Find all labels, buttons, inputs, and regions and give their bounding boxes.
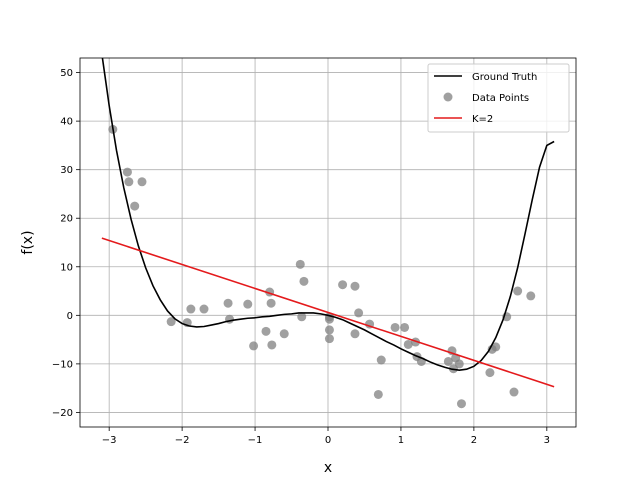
data-point	[186, 304, 196, 314]
data-point	[295, 259, 305, 269]
data-point	[350, 281, 360, 291]
data-point	[513, 286, 523, 296]
legend-swatch-data-points	[443, 92, 453, 102]
y-tick-label: −20	[52, 408, 73, 419]
legend: Ground Truth Data Points K=2	[427, 63, 570, 133]
data-point	[443, 356, 453, 366]
data-point	[243, 299, 253, 309]
data-point	[137, 177, 147, 187]
data-point	[299, 276, 309, 286]
y-tick-label: 10	[60, 262, 73, 273]
data-point	[266, 298, 276, 308]
k2-fit-line	[101, 237, 555, 388]
data-point	[297, 312, 307, 322]
y-tick-label: 40	[60, 117, 73, 128]
x-tick-label: 1	[398, 435, 404, 446]
legend-label-k2: K=2	[472, 114, 493, 125]
x-tick-label: −2	[175, 435, 190, 446]
y-tick-label: 20	[60, 214, 73, 225]
data-point	[509, 387, 519, 397]
y-tick-label: 50	[60, 68, 73, 79]
data-point	[223, 298, 233, 308]
data-point	[130, 201, 140, 211]
data-point	[491, 342, 501, 352]
data-point	[376, 355, 386, 365]
data-point	[124, 177, 134, 187]
data-point	[350, 329, 360, 339]
y-tick-label: 0	[67, 311, 73, 322]
legend-label-data-points: Data Points	[472, 93, 529, 104]
data-point	[403, 339, 413, 349]
data-point	[249, 341, 259, 351]
x-tick-label: 0	[325, 435, 331, 446]
x-tick-label: −1	[248, 435, 263, 446]
y-tick-label: 30	[60, 165, 73, 176]
data-point	[199, 304, 209, 314]
data-point	[122, 167, 132, 177]
x-axis-label: x	[324, 460, 332, 476]
data-point	[454, 359, 464, 369]
legend-label-ground-truth: Ground Truth	[472, 72, 537, 83]
data-point	[324, 334, 334, 344]
data-point	[485, 368, 495, 378]
data-point	[456, 399, 466, 409]
data-point	[267, 340, 277, 350]
data-point	[373, 389, 383, 399]
data-point	[225, 314, 235, 324]
series-layer	[101, 58, 555, 409]
y-tick-label: −10	[52, 359, 73, 370]
data-point	[338, 280, 348, 290]
data-point	[324, 325, 334, 335]
data-point	[261, 326, 271, 336]
x-tick-label: −3	[102, 435, 117, 446]
data-point	[354, 308, 364, 318]
data-point	[279, 329, 289, 339]
data-point	[166, 317, 176, 327]
y-axis-label: f(x)	[20, 230, 36, 254]
x-tick-label: 3	[544, 435, 550, 446]
legend-box	[427, 63, 570, 133]
data-point	[400, 322, 410, 332]
data-point	[526, 291, 536, 301]
data-point	[390, 322, 400, 332]
x-tick-label: 2	[471, 435, 477, 446]
